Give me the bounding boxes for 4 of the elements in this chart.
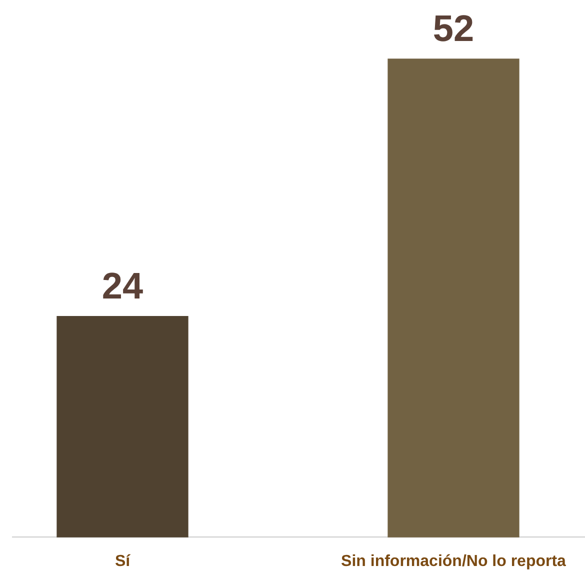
data-label: 24 bbox=[102, 265, 144, 306]
x-tick-label: Sí bbox=[114, 553, 131, 570]
x-tick-label: Sin información/No lo reporta bbox=[341, 553, 566, 570]
data-label: 52 bbox=[432, 8, 474, 49]
